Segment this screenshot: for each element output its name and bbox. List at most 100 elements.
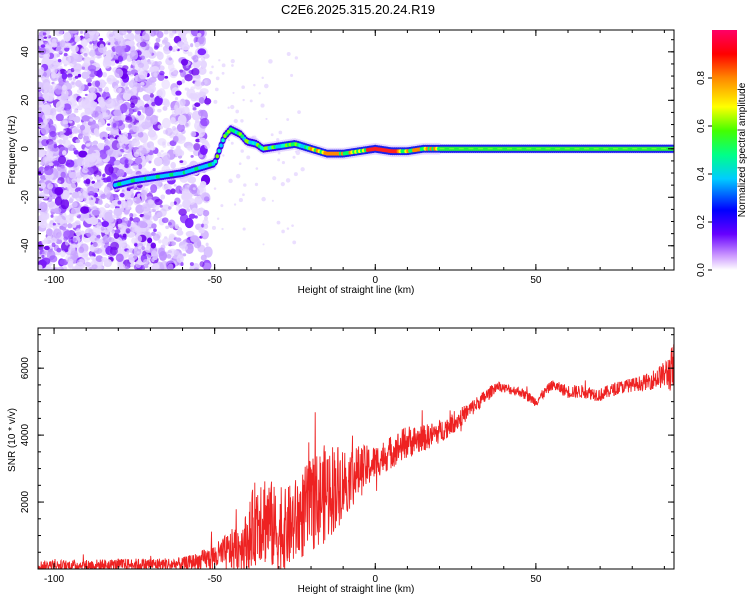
- spectrogram-noise-layer: [38, 30, 305, 270]
- snr-y-tick-label: 6000: [20, 357, 31, 380]
- noise-blob: [153, 228, 157, 233]
- noise-blob: [142, 214, 151, 222]
- noise-blob: [95, 31, 100, 36]
- noise-blob: [92, 140, 99, 146]
- noise-blob: [58, 139, 63, 145]
- noise-blob: [113, 114, 122, 121]
- spectrogram-frame: [37, 29, 675, 271]
- noise-dot: [264, 83, 269, 89]
- noise-blob: [96, 69, 103, 78]
- noise-blob: [181, 43, 190, 51]
- noise-blob: [39, 201, 48, 213]
- noise-blob: [54, 196, 63, 206]
- noise-blob: [93, 128, 100, 136]
- noise-blob: [128, 253, 138, 261]
- noise-blob: [170, 117, 176, 124]
- noise-blob: [148, 191, 153, 195]
- noise-blob: [109, 195, 114, 202]
- noise-blob: [104, 211, 113, 221]
- noise-blob: [132, 125, 140, 133]
- noise-blob: [101, 220, 109, 228]
- noise-dot: [286, 52, 291, 56]
- noise-blob: [63, 230, 73, 240]
- noise-blob: [119, 192, 125, 198]
- noise-blob: [63, 31, 72, 42]
- spectrogram-y-tick-label: 0: [20, 146, 31, 152]
- noise-blob: [70, 30, 79, 34]
- noise-blob: [153, 72, 158, 77]
- noise-blob: [187, 176, 197, 184]
- noise-blob: [157, 88, 166, 99]
- noise-blob: [179, 245, 183, 248]
- noise-blob: [176, 80, 183, 86]
- noise-blob: [114, 68, 124, 79]
- noise-blob: [79, 135, 84, 139]
- noise-blob: [102, 173, 106, 178]
- noise-blob: [181, 244, 188, 251]
- noise-dot: [235, 109, 240, 114]
- noise-blob: [176, 123, 185, 133]
- noise-blob: [102, 235, 112, 243]
- ridge-center: [487, 148, 493, 150]
- noise-blob: [135, 235, 143, 243]
- noise-blob: [62, 78, 66, 82]
- snr-y-label: SNR (10 * v/v): [7, 408, 18, 472]
- noise-blob: [48, 245, 53, 249]
- noise-blob: [130, 263, 134, 268]
- noise-blob: [70, 250, 79, 261]
- noise-blob: [190, 235, 199, 243]
- noise-blob: [40, 178, 45, 182]
- noise-blob: [114, 34, 123, 42]
- noise-blob: [93, 182, 102, 189]
- noise-blob: [170, 249, 181, 259]
- noise-blob: [43, 245, 50, 251]
- noise-blob: [113, 85, 122, 94]
- noise-blob: [177, 114, 187, 126]
- ridge-core: [213, 159, 218, 164]
- spectrogram-y-label: Frequency (Hz): [7, 116, 18, 185]
- noise-blob: [102, 136, 106, 140]
- noise-blob: [147, 199, 154, 205]
- noise-blob: [53, 207, 62, 214]
- noise-blob: [44, 44, 49, 49]
- noise-blob: [106, 123, 111, 126]
- noise-blob: [83, 213, 90, 219]
- ridge-center: [535, 148, 541, 150]
- noise-blob: [95, 255, 104, 262]
- noise-blob: [190, 130, 197, 138]
- noise-blob: [71, 145, 75, 149]
- noise-blob: [153, 157, 163, 167]
- noise-blob: [193, 142, 201, 151]
- noise-blob: [51, 195, 56, 200]
- noise-blob: [59, 225, 64, 230]
- noise-blob: [49, 108, 57, 116]
- snr-y-tick-label: 4000: [20, 424, 31, 447]
- noise-dot: [216, 217, 220, 220]
- noise-blob: [132, 164, 139, 170]
- noise-dot: [242, 98, 245, 102]
- noise-blob: [154, 198, 163, 206]
- noise-blob: [112, 122, 117, 128]
- noise-blob: [193, 267, 199, 270]
- noise-blob: [126, 231, 136, 238]
- noise-blob: [159, 70, 165, 76]
- noise-blob: [120, 114, 127, 121]
- spectrogram-y-tick-label: -20: [20, 190, 31, 205]
- noise-blob: [122, 131, 129, 139]
- noise-blob: [124, 34, 129, 39]
- noise-blob: [137, 193, 141, 198]
- noise-blob: [197, 48, 207, 56]
- noise-blob: [156, 51, 164, 60]
- noise-blob: [43, 82, 52, 92]
- noise-dot: [281, 161, 286, 165]
- noise-blob: [98, 118, 106, 127]
- noise-blob: [41, 213, 49, 220]
- noise-blob: [158, 65, 165, 71]
- noise-blob: [126, 263, 131, 268]
- noise-blob: [64, 42, 72, 48]
- noise-blob: [46, 236, 52, 241]
- noise-blob: [109, 38, 116, 43]
- noise-dot: [215, 76, 220, 81]
- spectrogram-x-tick-label: -50: [207, 275, 222, 286]
- noise-blob: [152, 214, 159, 222]
